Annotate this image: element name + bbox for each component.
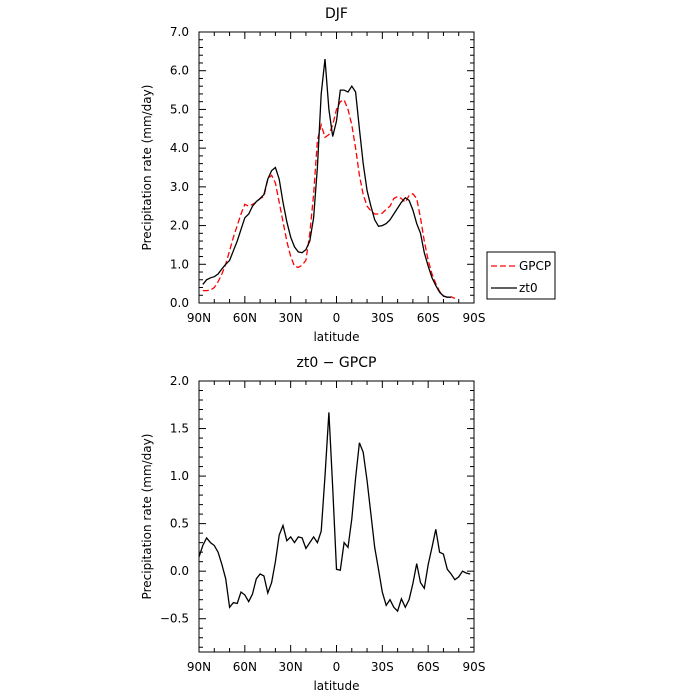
x-tick-label: 30S [371, 311, 394, 325]
x-tick-label: 90N [187, 311, 211, 325]
y-tick-label: 0.0 [170, 296, 189, 310]
x-tick-label: 90N [187, 660, 211, 674]
x-tick-label: 90S [463, 311, 486, 325]
y-tick-label: 7.0 [170, 25, 189, 39]
x-tick-label: 60S [417, 660, 440, 674]
x-tick-label: 60N [233, 660, 257, 674]
legend: GPCP zt0 [486, 251, 556, 300]
x-tick-label: 30N [279, 660, 303, 674]
y-tick-label: 1.5 [170, 422, 189, 436]
y-tick-label: 2.0 [170, 374, 189, 388]
chart-title: zt0 − GPCP [297, 355, 377, 371]
x-axis-label: latitude [313, 330, 359, 344]
y-tick-label: 0.0 [170, 564, 189, 578]
y-axis-label: Precipitation rate (mm/day) [140, 85, 154, 251]
plot-frame [198, 31, 475, 304]
x-tick-label: 30N [279, 311, 303, 325]
series-line-gpcp [202, 98, 456, 299]
legend-box [486, 251, 556, 300]
x-tick-label: 0 [333, 311, 341, 325]
y-tick-label: 4.0 [170, 141, 189, 155]
x-tick-label: 90S [463, 660, 486, 674]
legend-label-zt0: zt0 [519, 281, 538, 295]
x-tick-label: 30S [371, 660, 394, 674]
plot-frame [198, 380, 475, 653]
y-tick-label: 2.0 [170, 219, 189, 233]
x-tick-label: 60S [417, 311, 440, 325]
chart-title: DJF [325, 6, 348, 22]
panel-top: DJF 90N 60N 30N 0 30S 60S 90S 0.0 1.0 2.0 3.0 4.0 5.0… [140, 6, 556, 344]
panel-bottom: zt0 − GPCP 90N 60N 30N 0 30S 60S 90S −0.5 0.0 0.5 1… [140, 355, 485, 693]
y-tick-label: 5.0 [170, 102, 189, 116]
x-tick-label: 60N [233, 311, 257, 325]
series-line-diff [198, 412, 471, 613]
series-line-zt0 [202, 59, 452, 298]
y-tick-label: −0.5 [160, 612, 189, 626]
x-axis-label: latitude [313, 679, 359, 693]
y-axis-label: Precipitation rate (mm/day) [140, 434, 154, 600]
y-tick-label: 1.0 [170, 469, 189, 483]
y-tick-label: 1.0 [170, 257, 189, 271]
legend-label-gpcp: GPCP [519, 259, 551, 273]
y-tick-label: 6.0 [170, 64, 189, 78]
x-tick-label: 0 [333, 660, 341, 674]
y-tick-label: 0.5 [170, 517, 189, 531]
y-tick-label: 3.0 [170, 180, 189, 194]
